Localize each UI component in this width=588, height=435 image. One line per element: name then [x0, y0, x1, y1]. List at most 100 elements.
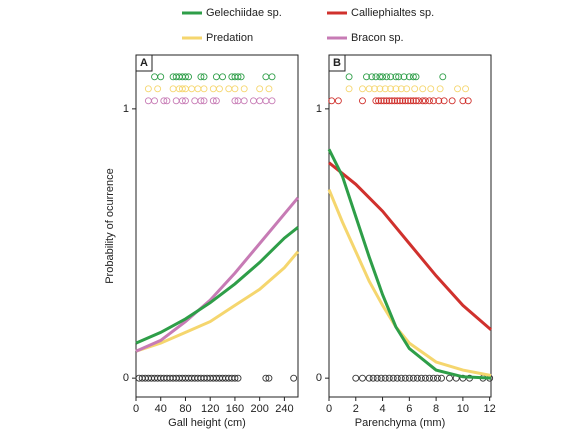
observation — [397, 85, 405, 93]
curve — [135, 250, 300, 353]
observation — [409, 97, 417, 105]
observation — [396, 97, 404, 105]
observation — [412, 73, 420, 81]
y-tick-label: 1 — [316, 103, 322, 115]
x-tick-label: 0 — [326, 403, 332, 415]
observation — [144, 97, 152, 105]
x-tick-label: 10 — [457, 403, 469, 415]
observation — [219, 73, 227, 81]
panel-label-box — [328, 54, 346, 72]
observation — [417, 374, 425, 382]
observation — [399, 97, 407, 105]
observation — [405, 73, 413, 81]
observation — [381, 85, 389, 93]
observation — [389, 374, 397, 382]
observation — [160, 97, 168, 105]
observation — [200, 73, 208, 81]
observation — [412, 97, 420, 105]
x-tick-label: 80 — [179, 403, 191, 415]
observation — [415, 97, 423, 105]
observation — [411, 85, 419, 93]
observation — [352, 374, 360, 382]
panel-label: A — [140, 57, 148, 69]
observation — [400, 73, 408, 81]
y-tick-label: 0 — [316, 372, 322, 384]
observation — [375, 97, 382, 105]
observation — [383, 73, 391, 81]
observation — [231, 85, 239, 93]
observation — [368, 73, 376, 81]
observation — [380, 97, 388, 105]
observation — [388, 97, 396, 105]
observation — [404, 97, 412, 105]
observation — [185, 73, 193, 81]
observation — [363, 73, 370, 81]
observation — [178, 85, 186, 93]
observation — [200, 97, 208, 105]
observation — [328, 97, 336, 105]
legend-label: Bracon sp. — [351, 32, 404, 44]
observation — [429, 97, 437, 105]
y-tick-label: 0 — [123, 372, 129, 384]
observation — [376, 73, 384, 81]
observation — [144, 85, 152, 93]
observation — [212, 97, 220, 105]
observation — [225, 85, 233, 93]
observation — [377, 97, 385, 105]
observation — [435, 97, 443, 105]
observation — [200, 85, 208, 93]
observation — [265, 374, 273, 382]
observation — [391, 97, 399, 105]
observation — [234, 374, 242, 382]
x-tick-label: 12 — [484, 403, 496, 415]
observation — [401, 374, 409, 382]
observation — [163, 97, 171, 105]
observation — [209, 97, 217, 105]
observation — [436, 85, 444, 93]
observation — [392, 73, 400, 81]
observation — [409, 73, 417, 81]
observation — [427, 85, 435, 93]
observation — [334, 97, 342, 105]
observation — [387, 73, 395, 81]
observation — [371, 85, 378, 93]
observation — [369, 374, 377, 382]
x-tick-label: 6 — [406, 403, 412, 415]
observation — [345, 73, 353, 81]
observation — [419, 97, 427, 105]
panel-label-box — [135, 54, 153, 72]
observation — [157, 73, 165, 81]
observation — [454, 85, 461, 93]
observation — [373, 374, 381, 382]
x-axis-label: Gall height (cm) — [168, 417, 246, 429]
x-tick-label: 200 — [250, 403, 268, 415]
x-tick-label: 4 — [379, 403, 385, 415]
observation — [262, 374, 270, 382]
observation — [462, 85, 470, 93]
x-tick-label: 40 — [155, 403, 167, 415]
observation — [421, 374, 429, 382]
observation — [387, 85, 395, 93]
observation — [151, 97, 158, 105]
observation — [421, 97, 429, 105]
observation — [440, 97, 448, 105]
plot-frame — [328, 54, 492, 398]
observation — [405, 374, 413, 382]
observation — [459, 97, 467, 105]
x-tick-label: 240 — [275, 403, 293, 415]
observation — [464, 97, 472, 105]
observation — [401, 97, 409, 105]
legend-label: Calliephialtes sp. — [351, 7, 434, 19]
x-tick-label: 2 — [353, 403, 359, 415]
curve — [327, 189, 492, 377]
observation — [250, 97, 257, 105]
observation — [212, 73, 220, 81]
observation — [425, 374, 433, 382]
observation — [172, 97, 180, 105]
observation — [234, 73, 242, 81]
curve — [135, 226, 299, 345]
panel-label: B — [333, 57, 341, 69]
observation — [154, 85, 162, 93]
curve — [135, 196, 300, 353]
